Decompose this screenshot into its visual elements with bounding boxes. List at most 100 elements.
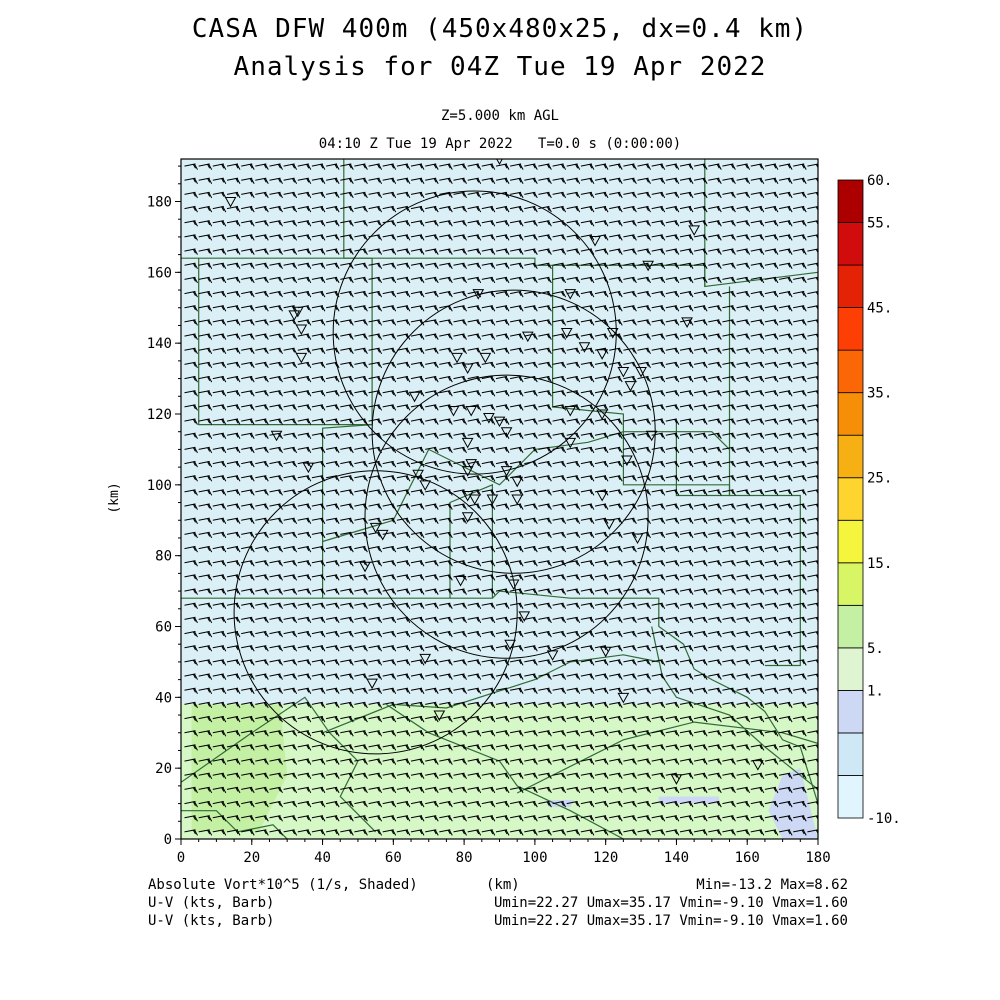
station-marker-20 xyxy=(624,381,637,392)
station-marker-29 xyxy=(596,409,608,421)
y-tick-label-4: 80 xyxy=(155,549,172,565)
colorbar-swatch-6 xyxy=(837,519,864,564)
station-marker-57 xyxy=(419,653,432,665)
x-tick-label-7: 140 xyxy=(664,850,689,866)
station-marker-58 xyxy=(546,650,559,661)
station-marker-33 xyxy=(500,427,513,438)
x-tick-label-8: 160 xyxy=(735,850,760,866)
station-marker-1 xyxy=(224,197,237,208)
county-border-7 xyxy=(728,286,801,667)
station-marker-34 xyxy=(465,459,478,470)
station-marker-5 xyxy=(472,289,485,300)
y-tick-label-9: 180 xyxy=(147,195,172,211)
colorbar-swatch-9 xyxy=(837,392,864,436)
y-tick-label-1: 20 xyxy=(155,761,172,777)
station-marker-13 xyxy=(578,342,591,353)
station-marker-56 xyxy=(504,639,516,651)
chart-time-label: 04:10 Z Tue 19 Apr 2022 T=0.0 s (0:00:00… xyxy=(318,136,682,152)
colorbar-label-4: 25. xyxy=(867,471,892,487)
station-marker-53 xyxy=(454,575,467,587)
y-tick-label-0: 0 xyxy=(164,832,172,848)
station-marker-49 xyxy=(376,529,389,541)
station-marker-26 xyxy=(493,416,506,428)
station-marker-15 xyxy=(451,352,463,364)
y-tick-label-3: 60 xyxy=(155,620,172,636)
station-marker-54 xyxy=(507,579,520,591)
colorbar-label-0: -10. xyxy=(867,811,901,827)
county-border-13 xyxy=(516,721,818,794)
station-marker-61 xyxy=(617,692,630,704)
station-marker-4 xyxy=(642,260,654,272)
chart-title-line1: CASA DFW 400m (450x480x25, dx=0.4 km) xyxy=(191,14,809,44)
barb-range-label-2: Umin=22.27 Umax=35.17 Vmin=-9.10 Vmax=1.… xyxy=(493,913,848,929)
station-marker-59 xyxy=(599,646,612,658)
station-marker-6 xyxy=(564,289,577,300)
x-tick-label-2: 40 xyxy=(314,850,331,866)
station-marker-36 xyxy=(302,462,315,474)
colorbar-swatch-2 xyxy=(837,690,864,734)
station-marker-63 xyxy=(670,774,683,785)
station-marker-40 xyxy=(500,466,513,477)
colorbar-label-2: 5. xyxy=(867,641,884,657)
colorbar-swatch-14 xyxy=(837,179,864,223)
station-marker-14 xyxy=(596,349,608,360)
station-marker-37 xyxy=(412,469,424,481)
colorbar-label-5: 35. xyxy=(867,386,892,402)
x-tick-label-5: 100 xyxy=(522,850,547,866)
colorbar-label-3: 15. xyxy=(867,556,892,572)
radar-range-ring-3 xyxy=(233,470,518,755)
barb-field-label-2: U-V (kts, Barb) xyxy=(148,913,275,929)
x-tick-label-6: 120 xyxy=(593,850,618,866)
x-tick-label-4: 80 xyxy=(456,850,473,866)
colorbar-swatch-8 xyxy=(837,434,864,479)
station-marker-8 xyxy=(681,317,693,328)
station-marker-45 xyxy=(486,494,499,506)
station-marker-19 xyxy=(617,367,630,378)
station-marker-27 xyxy=(461,437,474,449)
station-marker-16 xyxy=(479,352,492,364)
colorbar-label-7: 55. xyxy=(867,216,892,232)
station-marker-38 xyxy=(419,480,432,491)
colorbar-swatch-10 xyxy=(837,349,864,394)
radar-range-ring-2 xyxy=(364,374,649,659)
y-tick-label-2: 40 xyxy=(155,690,172,706)
x-axis-label: (km) xyxy=(486,877,520,893)
station-marker-2 xyxy=(589,235,601,247)
y-tick-label-5: 100 xyxy=(147,478,172,494)
colorbar-label-6: 45. xyxy=(867,301,892,317)
colorbar-swatch-5 xyxy=(837,562,864,606)
station-marker-39 xyxy=(461,466,474,477)
colorbar-label-8: 60. xyxy=(867,173,892,189)
minmax-label: Min=-13.2 Max=8.62 xyxy=(696,877,848,893)
colorbar-swatch-0 xyxy=(837,775,864,819)
station-marker-12 xyxy=(295,324,308,336)
station-marker-41 xyxy=(511,476,524,488)
x-tick-label-0: 0 xyxy=(177,850,185,866)
station-marker-32 xyxy=(564,437,577,449)
x-tick-label-1: 20 xyxy=(243,850,260,866)
station-marker-25 xyxy=(483,413,495,424)
station-marker-24 xyxy=(465,405,478,417)
radar-range-ring-0 xyxy=(332,190,617,475)
county-border-2 xyxy=(198,258,373,426)
station-marker-44 xyxy=(468,494,481,506)
station-marker-18 xyxy=(461,363,474,374)
station-marker-50 xyxy=(603,519,616,530)
station-marker-62 xyxy=(433,710,446,722)
county-border-4 xyxy=(181,424,373,599)
station-marker-9 xyxy=(521,331,534,343)
station-marker-65 xyxy=(288,310,301,321)
station-marker-11 xyxy=(606,328,619,339)
shaded-field-label: Absolute Vort*10^5 (1/s, Shaded) xyxy=(148,877,418,893)
colorbar-swatch-4 xyxy=(837,604,864,649)
station-marker-52 xyxy=(359,561,371,573)
station-marker-55 xyxy=(518,611,531,622)
station-marker-17 xyxy=(295,352,308,364)
barb-field-label-1: U-V (kts, Barb) xyxy=(148,895,275,911)
y-axis-label: (km) xyxy=(107,482,122,513)
colorbar-swatch-13 xyxy=(837,222,864,266)
station-marker-47 xyxy=(461,512,474,523)
station-marker-51 xyxy=(631,533,644,544)
station-marker-48 xyxy=(369,522,382,534)
station-marker-21 xyxy=(635,367,647,378)
